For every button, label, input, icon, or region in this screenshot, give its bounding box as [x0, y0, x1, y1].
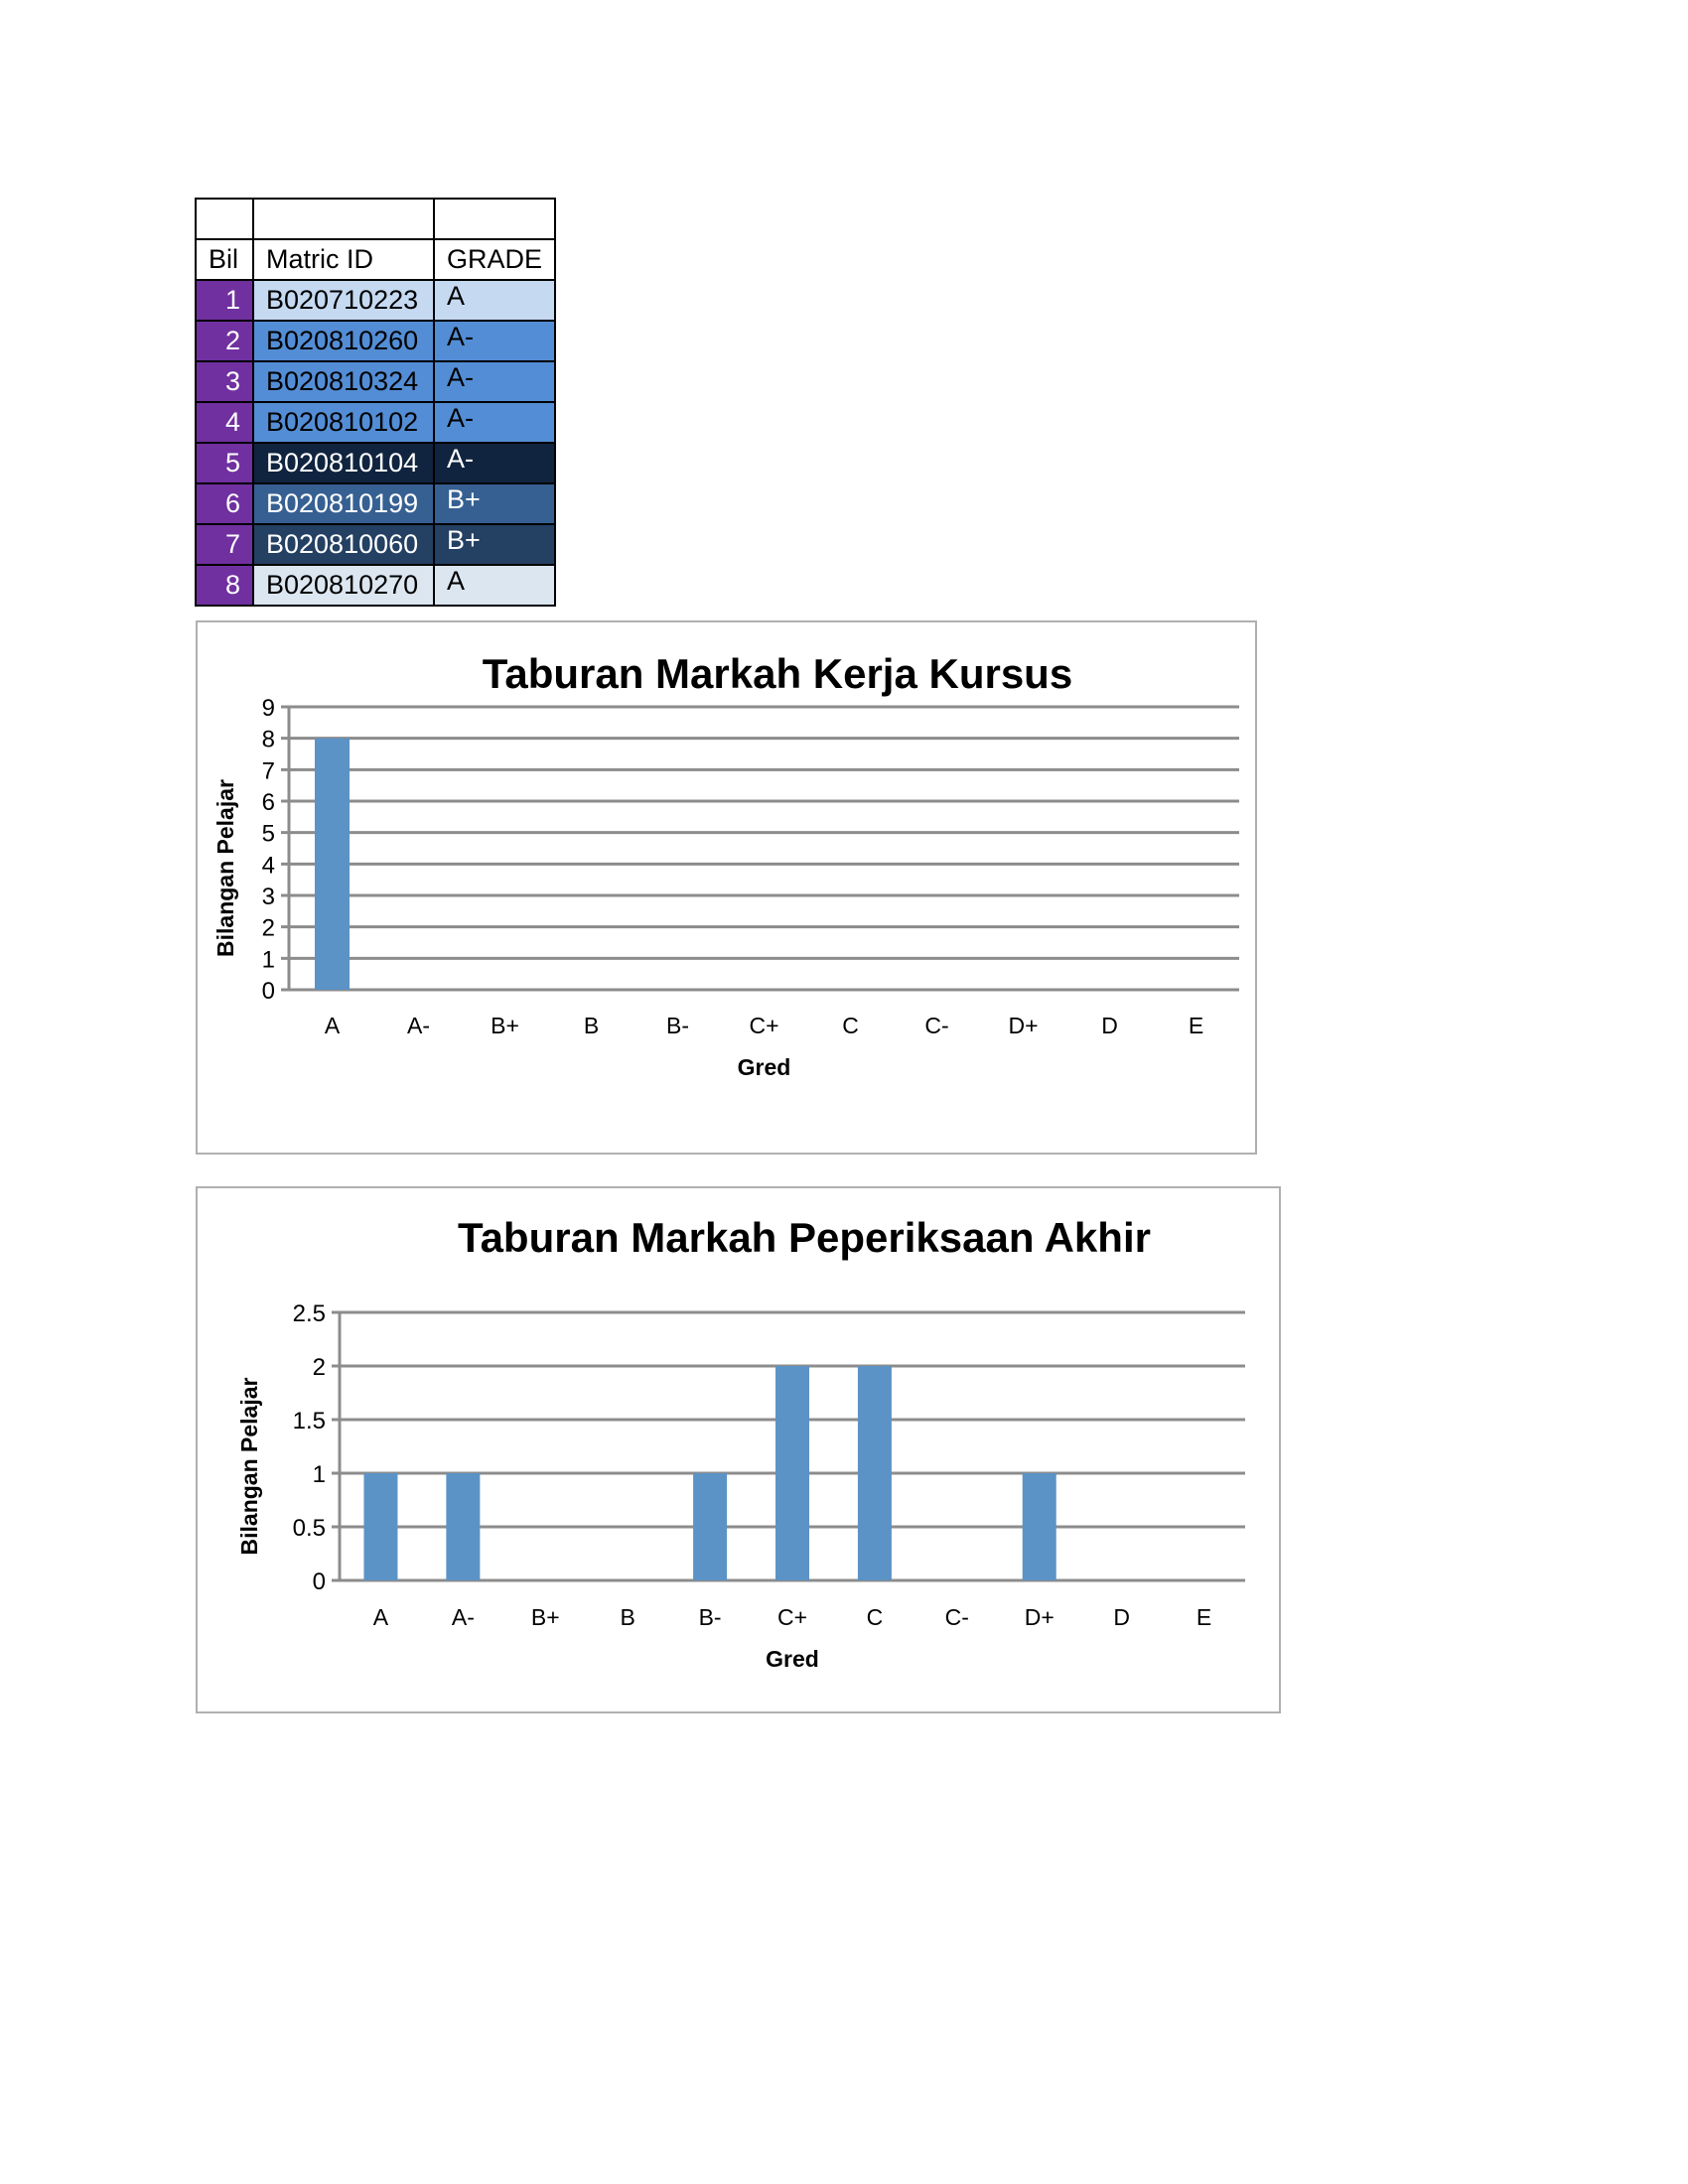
cell-matric-id: B020810102 [252, 401, 435, 444]
x-tick-label: C- [945, 1604, 969, 1630]
x-tick-label: A [373, 1604, 389, 1630]
x-tick-label: A- [452, 1604, 475, 1630]
y-tick-label: 0 [262, 978, 275, 1005]
cell-matric-id: B020810060 [252, 523, 435, 566]
x-tick-label: B [584, 1013, 599, 1038]
table-row: 8 B020810270 A [195, 564, 557, 607]
chart-peperiksaan-akhir: 0 0.5 1 1.5 2 2.5 A A- B+ B B- C+ C C- D+ D E Taburan Mar… [196, 1186, 1281, 1713]
x-tick-label: E [1196, 1604, 1211, 1630]
x-tick-label: B- [699, 1604, 722, 1630]
table-empty-row [195, 198, 557, 240]
chart-svg: 0 0.5 1 1.5 2 2.5 A A- B+ B B- C+ C C- D+ D E Taburan Mar… [236, 1214, 1245, 1672]
cell-matric-id: B020810324 [252, 360, 435, 403]
header-grade: GRADE [432, 238, 557, 281]
chart-title: Taburan Markah Peperiksaan Akhir [458, 1214, 1151, 1261]
cell-bil: 4 [195, 401, 254, 444]
y-tick-label: 2.5 [293, 1300, 326, 1327]
cell-grade: B+ [432, 482, 557, 525]
x-axis-label: Gred [738, 1054, 791, 1080]
cell-bil: 7 [195, 523, 254, 566]
y-tick-label: 5 [262, 821, 275, 848]
bar-A [363, 1473, 398, 1580]
cell-bil: 1 [195, 279, 254, 322]
cell-bil: 3 [195, 360, 254, 403]
bar-C [857, 1366, 892, 1580]
y-tick-label: 8 [262, 727, 275, 753]
cell-matric-id: B020810104 [252, 442, 435, 484]
x-tick-label: B+ [531, 1604, 560, 1630]
cell-grade: A- [432, 360, 557, 403]
chart-kerja-kursus: 0 1 2 3 4 5 6 7 8 9 A A- B+ B B- C+ C C- D+ D E Taburan Marka… [196, 620, 1257, 1155]
cell-grade: A- [432, 320, 557, 362]
cell-grade: B+ [432, 523, 557, 566]
table-row: 5 B020810104 A- [195, 442, 557, 484]
x-tick-label: D [1101, 1013, 1118, 1038]
y-tick-label: 7 [262, 757, 275, 784]
y-tick-label: 0.5 [293, 1515, 326, 1542]
table-row: 7 B020810060 B+ [195, 523, 557, 566]
cell-bil: 5 [195, 442, 254, 484]
table-row: 4 B020810102 A- [195, 401, 557, 444]
x-tick-label: A- [407, 1013, 430, 1038]
cell-grade: A [432, 564, 557, 607]
cell-grade: A [432, 279, 557, 322]
table-row: 2 B020810260 A- [195, 320, 557, 362]
y-tick-label: 9 [262, 695, 275, 722]
table-row: 3 B020810324 A- [195, 360, 557, 403]
table-cell [195, 198, 254, 240]
bar-D+ [1022, 1473, 1056, 1580]
grade-table: Bil Matric ID GRADE 1 B020710223 A 2 B020810… [195, 198, 557, 607]
cell-grade: A- [432, 401, 557, 444]
cell-grade: A- [432, 442, 557, 484]
y-tick-label: 1 [313, 1461, 326, 1488]
x-tick-label: E [1189, 1013, 1203, 1038]
x-tick-label: C [842, 1013, 859, 1038]
bar-C+ [775, 1366, 809, 1580]
y-tick-label: 1 [262, 946, 275, 973]
x-tick-label: D+ [1008, 1013, 1038, 1038]
table-header-row: Bil Matric ID GRADE [195, 238, 557, 281]
x-tick-label: B [621, 1604, 635, 1630]
x-axis-label: Gred [766, 1646, 819, 1672]
table-cell [252, 198, 435, 240]
x-tick-label: C+ [749, 1013, 778, 1038]
y-axis-label: Bilangan Pelajar [236, 1377, 262, 1555]
x-tick-label: D [1113, 1604, 1130, 1630]
y-tick-label: 1.5 [293, 1408, 326, 1434]
y-tick-label: 2 [262, 915, 275, 942]
cell-matric-id: B020810270 [252, 564, 435, 607]
y-tick-label: 2 [313, 1354, 326, 1381]
y-tick-label: 6 [262, 789, 275, 816]
cell-bil: 2 [195, 320, 254, 362]
table-row: 1 B020710223 A [195, 279, 557, 322]
cell-bil: 6 [195, 482, 254, 525]
bar-A- [446, 1473, 481, 1580]
y-axis-label: Bilangan Pelajar [212, 779, 238, 957]
header-matric-id: Matric ID [252, 238, 435, 281]
table-row: 6 B020810199 B+ [195, 482, 557, 525]
bar-A [315, 738, 350, 990]
x-tick-label: A [325, 1013, 341, 1038]
x-tick-label: D+ [1025, 1604, 1055, 1630]
cell-matric-id: B020810199 [252, 482, 435, 525]
x-tick-label: B+ [491, 1013, 519, 1038]
table-cell [432, 198, 557, 240]
header-bil: Bil [195, 238, 254, 281]
x-tick-label: C [867, 1604, 884, 1630]
bar-B- [693, 1473, 728, 1580]
y-tick-label: 3 [262, 884, 275, 910]
x-tick-label: C+ [777, 1604, 807, 1630]
cell-matric-id: B020710223 [252, 279, 435, 322]
x-tick-label: C- [924, 1013, 948, 1038]
chart-title: Taburan Markah Kerja Kursus [483, 650, 1072, 697]
y-tick-label: 4 [262, 852, 275, 879]
chart-svg: 0 1 2 3 4 5 6 7 8 9 A A- B+ B B- C+ C C- D+ D E Taburan Marka… [212, 650, 1239, 1080]
cell-bil: 8 [195, 564, 254, 607]
y-tick-label: 0 [313, 1569, 326, 1595]
cell-matric-id: B020810260 [252, 320, 435, 362]
x-tick-label: B- [666, 1013, 689, 1038]
